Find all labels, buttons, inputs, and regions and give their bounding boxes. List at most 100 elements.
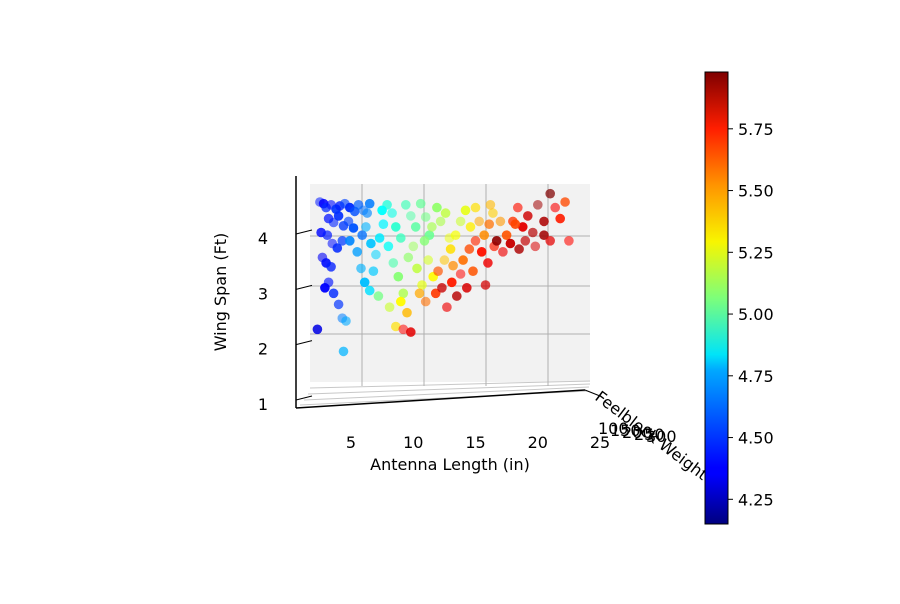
data-point <box>513 202 523 213</box>
data-point <box>437 283 447 293</box>
data-point <box>545 188 555 199</box>
data-point <box>470 236 481 246</box>
colorbar-tick-label-4.75: 4.75 <box>738 367 774 386</box>
data-point <box>485 200 496 210</box>
data-point <box>312 324 323 335</box>
y-tick-marks <box>295 229 313 401</box>
data-point <box>366 238 376 249</box>
data-point <box>447 277 457 288</box>
data-point <box>401 200 411 210</box>
data-point <box>348 223 359 233</box>
data-point <box>539 216 549 227</box>
data-point <box>533 200 543 210</box>
scatter-points <box>312 188 574 357</box>
data-point <box>387 208 397 218</box>
data-point <box>352 247 363 257</box>
y-tick-mark-1 <box>295 395 313 401</box>
colorbar-tick-label-5.00: 5.00 <box>738 305 774 324</box>
y-tick-label-3: 3 <box>258 284 268 303</box>
data-point <box>484 219 495 229</box>
y-tick-mark-4 <box>295 229 313 235</box>
data-point <box>560 197 570 207</box>
data-point <box>391 222 401 232</box>
y-tick-mark-3 <box>295 284 313 290</box>
data-point <box>452 291 462 301</box>
data-point <box>474 216 485 227</box>
data-point <box>356 263 366 274</box>
data-point <box>528 227 538 238</box>
data-point <box>440 208 451 218</box>
data-point <box>423 255 434 265</box>
y-axis-label: Wing Span (Ft) <box>211 233 230 352</box>
y-tick-labels: 1 2 3 4 <box>258 229 268 414</box>
data-point <box>398 288 409 299</box>
data-point <box>432 202 442 213</box>
data-point <box>361 222 371 232</box>
data-point <box>328 217 339 228</box>
data-point <box>373 291 384 301</box>
data-point <box>338 346 349 357</box>
x-tick-labels: 5 10 15 20 25 <box>346 433 610 452</box>
data-point <box>333 211 344 221</box>
data-point <box>322 230 333 240</box>
y-tick-mark-2 <box>295 340 313 346</box>
depth-axis-line <box>584 389 601 397</box>
data-point <box>505 238 516 249</box>
data-point <box>510 219 521 229</box>
data-point <box>337 236 348 246</box>
data-point <box>374 233 385 243</box>
data-point <box>442 302 452 313</box>
data-point <box>420 296 431 307</box>
data-point <box>444 233 455 243</box>
data-point <box>539 230 549 240</box>
data-point <box>530 241 541 252</box>
data-point <box>523 211 533 221</box>
data-point <box>483 258 493 268</box>
data-point <box>545 236 555 246</box>
data-point <box>402 307 412 318</box>
data-point <box>448 260 458 271</box>
pane-edge-3 <box>309 380 591 389</box>
data-point <box>377 205 387 216</box>
data-point <box>383 241 394 252</box>
data-point <box>550 202 560 213</box>
x-tick-label-5: 5 <box>346 433 356 452</box>
data-point <box>460 205 471 216</box>
data-point <box>420 212 431 222</box>
data-point <box>491 236 502 246</box>
data-point <box>345 236 355 246</box>
data-point <box>398 324 409 335</box>
data-point <box>479 230 490 240</box>
data-point <box>419 236 430 246</box>
y-tick-label-4: 4 <box>258 229 268 248</box>
data-point <box>445 244 456 254</box>
z-tick-label-100: 100 <box>598 419 629 438</box>
data-point <box>455 269 466 279</box>
y-tick-label-1: 1 <box>258 395 268 414</box>
data-point <box>462 283 472 293</box>
data-point <box>430 288 441 299</box>
colorbar-tick-label-5.75: 5.75 <box>738 120 774 139</box>
data-point <box>333 299 344 310</box>
colorbar-tick-label-4.25: 4.25 <box>738 490 774 509</box>
data-point <box>328 288 339 299</box>
data-point <box>476 247 487 257</box>
data-point <box>343 216 354 227</box>
z-tick-label-300: 300 <box>646 427 677 446</box>
data-point <box>326 262 336 272</box>
data-point <box>341 316 351 326</box>
colorbar-ticks: 4.25 4.50 4.75 5.00 5.25 5.50 5.75 <box>728 120 774 509</box>
z-tick-label-250: 250 <box>634 425 665 444</box>
data-point <box>555 213 565 224</box>
data-point <box>514 244 524 254</box>
data-point <box>396 233 406 243</box>
z-tick-label-200: 200 <box>622 423 653 442</box>
data-point <box>412 263 422 274</box>
x-axis-line <box>295 389 586 409</box>
data-point <box>406 327 416 337</box>
z-tick-label-150: 150 <box>610 421 641 440</box>
pane-edge-2 <box>307 383 591 395</box>
data-point <box>464 244 475 254</box>
data-point <box>518 222 528 232</box>
